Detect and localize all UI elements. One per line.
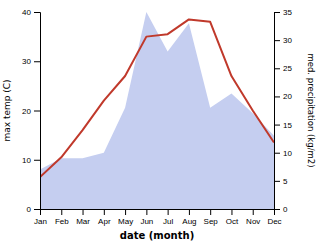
tick-mark xyxy=(210,209,211,215)
tick-label: Aug xyxy=(182,217,196,226)
tick: Mar xyxy=(76,209,90,226)
tick-label: 20 xyxy=(283,92,292,101)
tick-mark xyxy=(125,209,126,215)
tick: Jun xyxy=(140,209,153,226)
tick-mark xyxy=(274,181,280,182)
tick-mark xyxy=(189,209,190,215)
tick-label: Apr xyxy=(98,217,111,226)
axis-line xyxy=(34,13,41,210)
x-axis: Jan Feb Mar Apr May Jun Jul Aug Sep Oct Nov Dec xyxy=(34,209,282,226)
tick-mark xyxy=(83,209,84,215)
tick: 30 xyxy=(274,36,292,45)
tick-mark xyxy=(274,153,280,154)
tick-label: Nov xyxy=(246,217,260,226)
tick-mark xyxy=(104,209,105,215)
tick-mark xyxy=(274,40,280,41)
tick-label: Jul xyxy=(163,217,173,226)
tick-mark xyxy=(274,96,280,97)
tick-mark xyxy=(231,209,232,215)
tick: 25 xyxy=(274,64,292,73)
tick: Feb xyxy=(55,209,69,226)
tick-mark xyxy=(274,12,280,13)
axis-line xyxy=(41,210,275,216)
tick-label: 40 xyxy=(22,8,31,17)
plot: JanFebMarAprMayJunJulAugSepOctNovDec0102… xyxy=(2,8,316,241)
tick: 35 xyxy=(274,8,292,17)
tick: 10 xyxy=(274,149,292,158)
tick: Nov xyxy=(246,209,260,226)
tick-mark xyxy=(274,209,280,210)
tick: Dec xyxy=(267,209,281,226)
chart-svg: JanFebMarAprMayJunJulAugSepOctNovDec0102… xyxy=(0,0,318,247)
tick-mark xyxy=(34,111,40,112)
tick-label: 15 xyxy=(283,121,292,130)
area xyxy=(40,12,274,209)
tick-mark xyxy=(34,61,40,62)
line xyxy=(40,19,274,177)
tick: May xyxy=(118,209,133,226)
tick: Sep xyxy=(204,209,219,226)
tick-label: May xyxy=(118,217,133,226)
tick-mark xyxy=(146,209,147,215)
tick-mark xyxy=(34,12,40,13)
tick-label: 30 xyxy=(22,57,31,66)
x-axis-title: date (month) xyxy=(120,230,194,241)
tick-label: 0 xyxy=(27,205,32,214)
tick-label: Feb xyxy=(55,217,69,226)
tick-label: Mar xyxy=(76,217,90,226)
tick-mark xyxy=(274,68,280,69)
tick-label: Oct xyxy=(226,217,239,226)
tick: 30 xyxy=(22,57,40,66)
tick-label: 35 xyxy=(283,8,292,17)
tick-label: Jun xyxy=(140,217,153,226)
chart-container: JanFebMarAprMayJunJulAugSepOctNovDec0102… xyxy=(0,0,318,247)
tick-label: Jan xyxy=(34,217,47,226)
tick-label: 10 xyxy=(22,156,31,165)
axis-line xyxy=(275,13,281,210)
tick-label: 30 xyxy=(283,36,292,45)
tick: Aug xyxy=(182,209,196,226)
tick-mark xyxy=(61,209,62,215)
tick: Jul xyxy=(163,209,173,226)
tick: 20 xyxy=(274,92,292,101)
tick-label: 20 xyxy=(22,107,31,116)
tick: 0 xyxy=(27,205,40,214)
tick: 10 xyxy=(22,156,40,165)
tick: Jan xyxy=(34,209,47,226)
y-axis-title: max temp (C) xyxy=(2,79,12,141)
tick-mark xyxy=(253,209,254,215)
tick: 5 xyxy=(274,177,288,186)
tick-label: 25 xyxy=(283,64,292,73)
tick-mark xyxy=(168,209,169,215)
tick: Oct xyxy=(226,209,239,226)
tick: 40 xyxy=(22,8,40,17)
tick-mark xyxy=(34,160,40,161)
marks xyxy=(40,12,274,209)
tick: 0 xyxy=(274,205,288,214)
y2-axis: 0 5 10 15 20 25 30 35 xyxy=(274,8,292,214)
y-axis: 0 10 20 30 40 xyxy=(22,8,40,214)
tick-mark xyxy=(34,209,40,210)
tick-label: 10 xyxy=(283,149,292,158)
tick: 15 xyxy=(274,121,292,130)
tick: 20 xyxy=(22,107,40,116)
tick-label: Dec xyxy=(267,217,281,226)
y2-axis-title: med. precipitation (kg/m2) xyxy=(306,53,316,167)
tick-label: 0 xyxy=(283,205,288,214)
tick-label: Sep xyxy=(204,217,219,226)
tick: Apr xyxy=(98,209,111,226)
tick-label: 5 xyxy=(283,177,288,186)
tick-mark xyxy=(274,125,280,126)
